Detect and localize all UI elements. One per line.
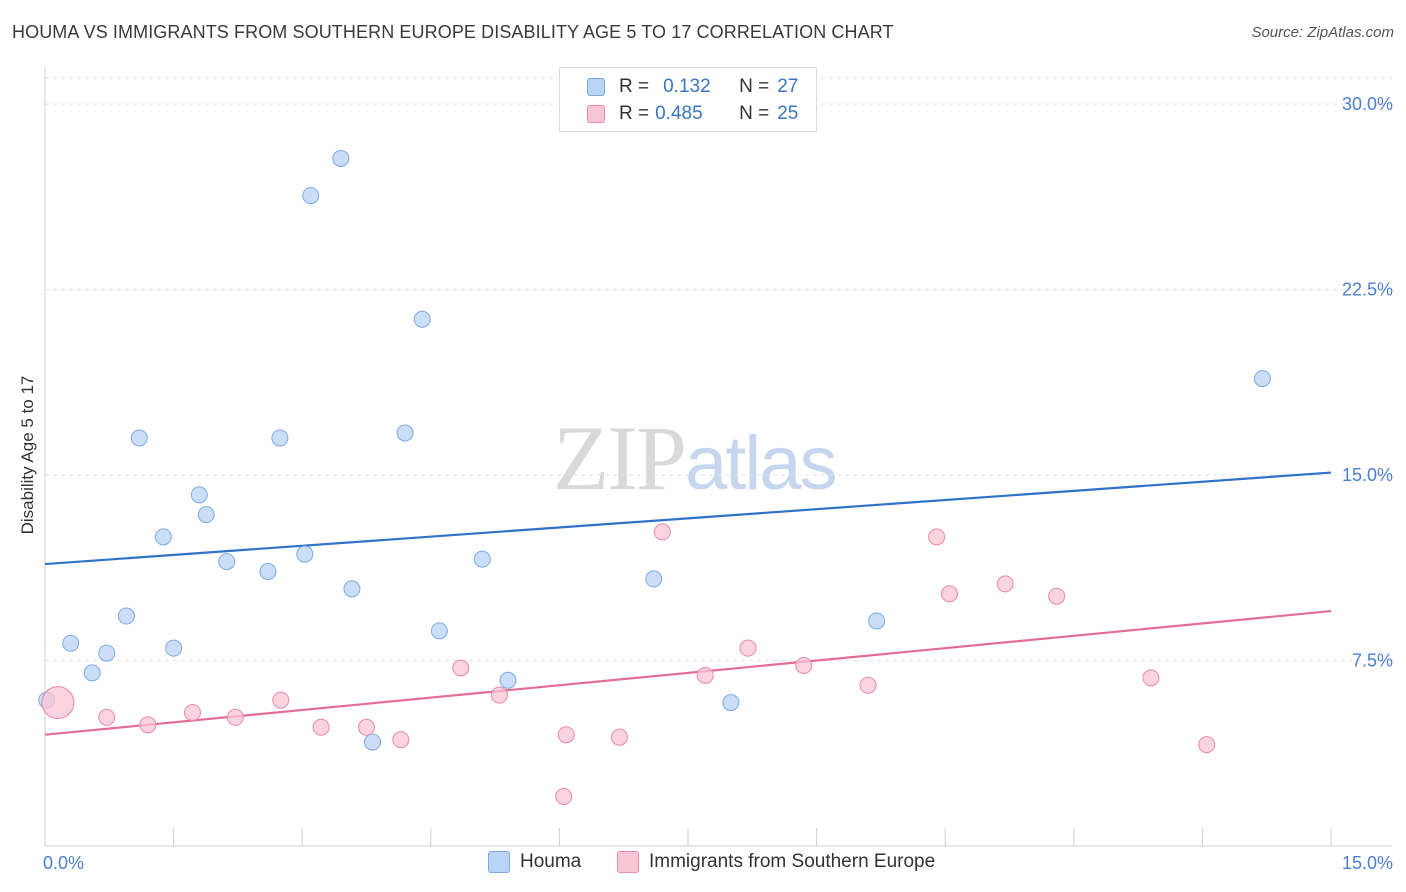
r-label: R = [619, 76, 650, 97]
chart-title: HOUMA VS IMMIGRANTS FROM SOUTHERN EUROPE… [12, 22, 894, 42]
y-tick-label: 30.0% [1342, 94, 1393, 114]
series-legend: Houma Immigrants from Southern Europe [0, 851, 1406, 879]
y-tick-label: 7.5% [1352, 651, 1393, 671]
houma-point [722, 694, 740, 712]
watermark: ZIPatlas [553, 405, 838, 511]
houma-point [165, 639, 183, 657]
southern-europe-point [610, 728, 628, 746]
southern-europe-point [358, 718, 375, 736]
watermark-atlas: atlas [685, 421, 838, 506]
houma-point [271, 429, 289, 447]
houma-point [645, 570, 663, 588]
houma-point [296, 545, 314, 563]
n-value: 25 [777, 103, 799, 124]
houma-point [302, 187, 320, 205]
legend-swatch-houma [488, 851, 510, 873]
houma-trend-line [44, 471, 1332, 566]
houma-point [197, 506, 215, 524]
legend-item-southern-europe[interactable]: Immigrants from Southern Europe [617, 851, 935, 873]
southern-europe-point [226, 708, 244, 726]
houma-point [364, 733, 382, 751]
houma-point [868, 612, 886, 630]
houma-point [218, 553, 236, 571]
y-tick-labels: 7.5% 15.0% 22.5% 30.0% [1342, 94, 1393, 670]
southern-europe-point [940, 585, 958, 603]
r-label: R = [619, 103, 650, 124]
houma-point [83, 664, 101, 682]
r-value: 0.132 [663, 76, 711, 97]
legend-label-houma: Houma [520, 851, 582, 872]
southern-europe-point [795, 656, 813, 674]
houma-point [332, 150, 350, 168]
southern-europe-point [1198, 736, 1216, 754]
houma-point [499, 671, 517, 689]
southern-europe-point [739, 639, 757, 657]
grid-lines [45, 77, 1392, 662]
stat-row-houma: R = 0.132 N = 27 [560, 74, 798, 100]
southern-europe-point [653, 523, 671, 541]
trend-lines [44, 471, 1332, 736]
x-tick-label: 15.0% [1342, 853, 1393, 873]
southern-europe-point [139, 716, 157, 734]
legend-item-houma[interactable]: Houma [488, 851, 581, 873]
southern-europe-point [183, 703, 201, 721]
southern-europe-point [98, 708, 116, 726]
southern-europe-swatch [587, 105, 605, 123]
southern-europe-point [1048, 587, 1066, 605]
n-label: N = [739, 76, 770, 97]
y-tick-label: 15.0% [1342, 465, 1393, 485]
x-tick-labels: 0.0% 15.0% [43, 853, 1393, 873]
southern-europe-point [312, 718, 330, 736]
southern-europe-point [452, 659, 470, 677]
southern-europe-trend-line [44, 609, 1332, 736]
x-tick-label: 0.0% [43, 853, 84, 873]
legend-label-southern-europe: Immigrants from Southern Europe [649, 851, 936, 872]
southern-europe-point [859, 676, 877, 694]
n-value: 27 [777, 76, 799, 97]
correlation-legend: R = 0.132 N = 27 R = 0.485 N = 25 [559, 67, 817, 132]
southern-europe-point [557, 726, 575, 744]
southern-europe-point [996, 575, 1014, 593]
houma-point [343, 580, 361, 598]
southern-europe-point [392, 731, 410, 749]
houma-point [190, 486, 208, 504]
southern-europe-point [555, 788, 573, 806]
houma-point [396, 424, 414, 442]
southern-europe-point [928, 528, 946, 546]
r-value: 0.485 [655, 103, 703, 124]
southern-europe-point [41, 686, 75, 720]
houma-point [1253, 370, 1271, 388]
axes [44, 67, 1392, 847]
data-points [38, 150, 1271, 806]
houma-point [473, 550, 491, 568]
southern-europe-point [272, 691, 290, 709]
houma-point [62, 634, 80, 652]
houma-point [413, 310, 431, 328]
y-tick-label: 22.5% [1342, 280, 1393, 300]
houma-swatch [587, 78, 605, 96]
legend-swatch-southern-europe [617, 851, 639, 873]
stat-row-southern-europe: R = 0.485 N = 25 [560, 101, 798, 127]
southern-europe-point [1142, 669, 1160, 687]
watermark-zip: ZIP [553, 407, 687, 509]
houma-point [430, 622, 448, 640]
southern-europe-point [490, 686, 508, 704]
houma-point [98, 644, 116, 662]
n-label: N = [739, 103, 770, 124]
houma-point [130, 429, 148, 447]
southern-europe-point [696, 666, 714, 684]
houma-point [259, 562, 277, 580]
houma-point [154, 528, 172, 546]
houma-point [117, 607, 135, 625]
source-label: Source: ZipAtlas.com [1251, 24, 1394, 41]
